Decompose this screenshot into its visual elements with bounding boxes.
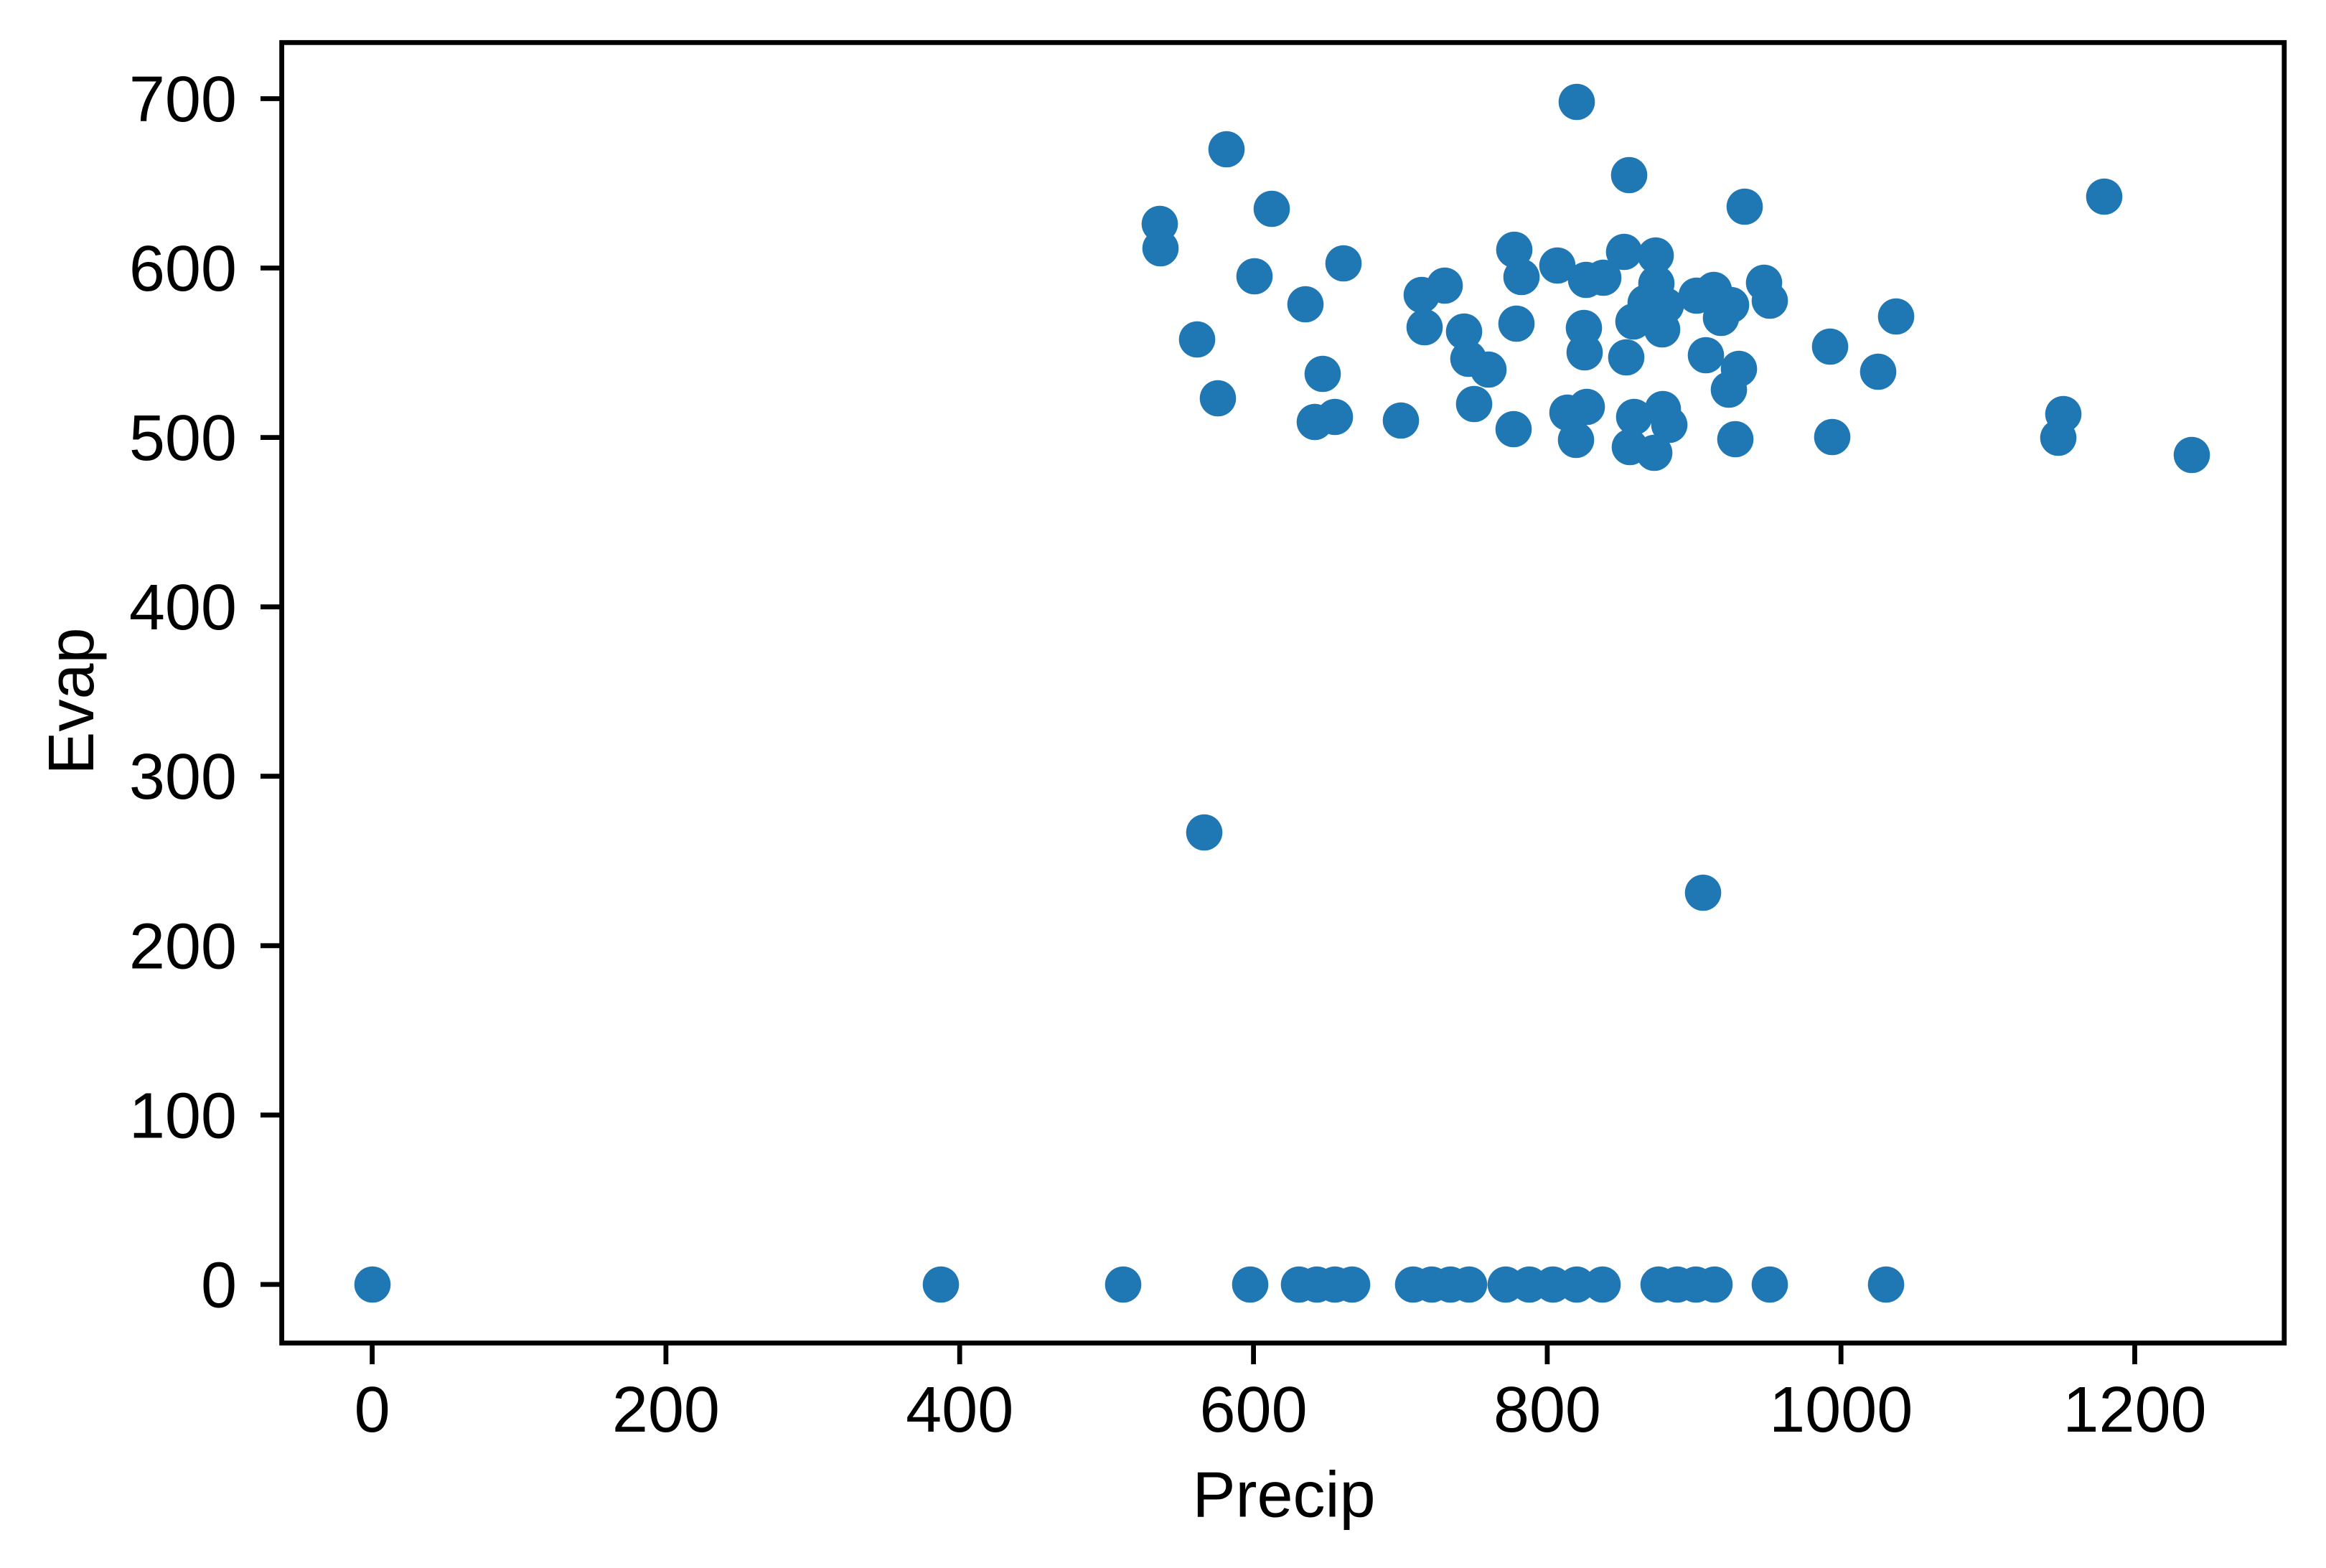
svg-text:700: 700	[129, 64, 237, 136]
svg-text:600: 600	[1200, 1374, 1308, 1446]
svg-text:1000: 1000	[1769, 1374, 1913, 1446]
svg-text:1200: 1200	[2063, 1374, 2206, 1446]
svg-text:300: 300	[129, 741, 237, 813]
svg-text:200: 200	[129, 911, 237, 982]
svg-text:100: 100	[129, 1080, 237, 1152]
svg-text:600: 600	[129, 233, 237, 305]
svg-text:0: 0	[355, 1374, 390, 1446]
svg-text:Evap: Evap	[36, 627, 108, 774]
svg-text:200: 200	[612, 1374, 720, 1446]
svg-text:500: 500	[129, 403, 237, 474]
svg-text:400: 400	[906, 1374, 1013, 1446]
svg-text:0: 0	[201, 1249, 237, 1321]
svg-text:800: 800	[1493, 1374, 1601, 1446]
svg-text:Precip: Precip	[1192, 1460, 1375, 1531]
svg-text:400: 400	[129, 572, 237, 644]
